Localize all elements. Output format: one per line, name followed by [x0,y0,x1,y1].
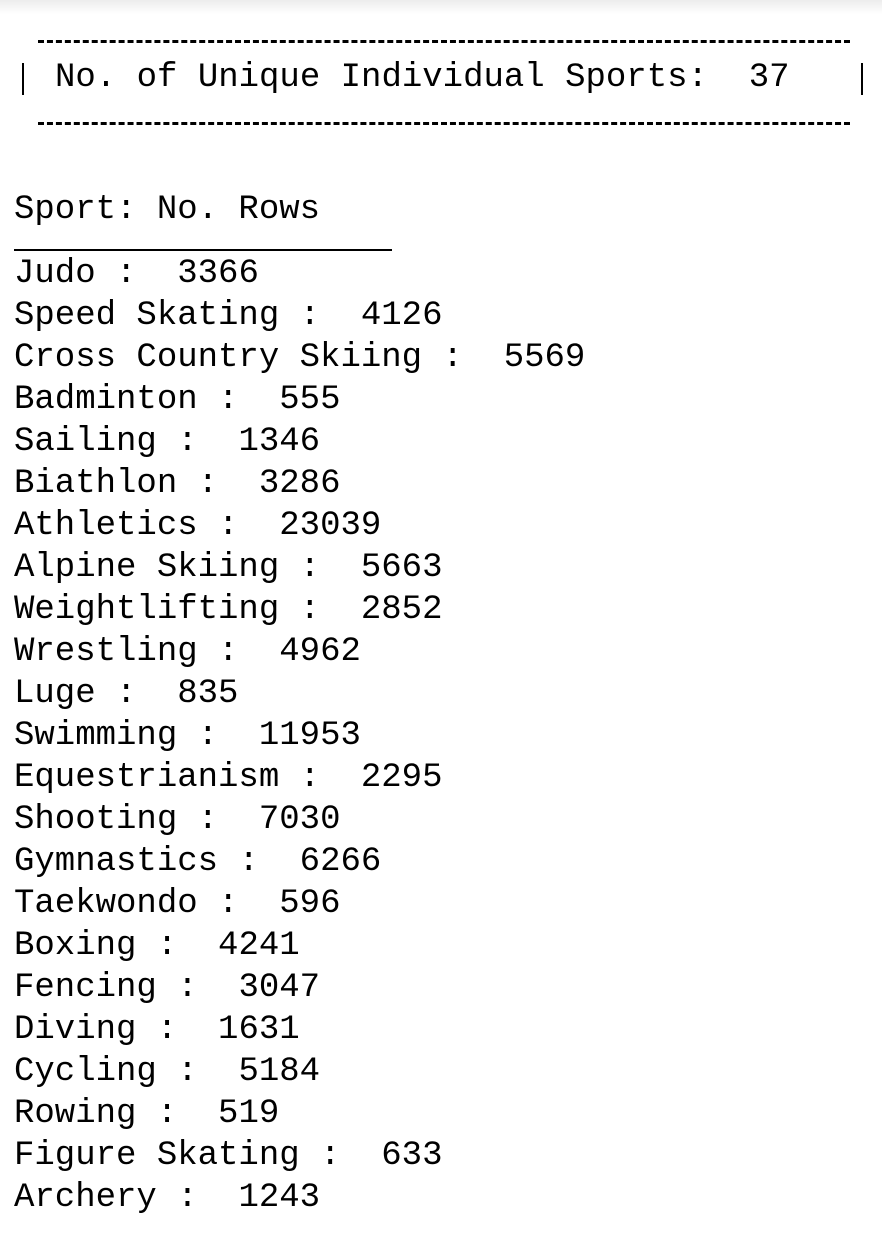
summary-box: No. of Unique Individual Sports: 37 [14,14,863,142]
sport-name: Shooting [14,801,178,839]
list-item: Gymnastics : 6266 [14,843,382,881]
summary-count: 37 [748,59,790,97]
sport-name: Sailing [14,423,157,461]
sport-name: Archery [14,1179,157,1217]
list-item: Cycling : 5184 [14,1053,321,1091]
sport-row-count: 555 [279,381,341,419]
sport-name: Speed Skating [14,297,280,335]
sport-row-count: 835 [177,675,239,713]
sport-row-count: 2295 [360,759,443,797]
sport-row-count: 3286 [258,465,341,503]
list-item: Wrestling : 4962 [14,633,361,671]
sport-name: Judo [14,255,96,293]
list-item: Shooting : 7030 [14,801,341,839]
sport-row-count: 1243 [238,1179,321,1217]
sport-name: Luge [14,675,96,713]
sport-row-count: 5184 [238,1053,321,1091]
sport-name: Rowing [14,1095,137,1133]
sport-name: Fencing [14,969,157,1007]
sport-row-count: 596 [279,885,341,923]
sport-row-count: 5569 [503,339,586,377]
list-item: Badminton : 555 [14,381,341,419]
sport-name: Athletics [14,507,198,545]
sport-row-count: 3366 [177,255,259,293]
summary-box-right-border [861,63,863,95]
list-item: Archery : 1243 [14,1179,321,1217]
list-item: Fencing : 3047 [14,969,321,1007]
sport-row-count: 6266 [299,843,382,881]
sport-row-count: 519 [218,1095,280,1133]
sport-row-count: 2852 [360,591,443,629]
sport-name: Figure Skating [14,1137,300,1175]
sport-name: Equestrianism [14,759,280,797]
sport-row-count: 3047 [238,969,321,1007]
list-item: Equestrianism : 2295 [14,759,443,797]
table-header: Sport: No. Rows [14,191,321,229]
sport-name: Boxing [14,927,137,965]
summary-box-bottom-border [38,122,850,125]
list-item: Biathlon : 3286 [14,465,341,503]
list-item: Weightlifting : 2852 [14,591,443,629]
cell-output: No. of Unique Individual Sports: 37 Spor… [14,14,874,1219]
sport-name: Swimming [14,717,178,755]
sport-list: Judo : 3366 Speed Skating : 4126 Cross Cou… [14,253,874,1219]
sport-row-count: 4126 [360,297,443,335]
summary-box-left-border [22,63,24,95]
list-item: Figure Skating : 633 [14,1137,443,1175]
sport-name: Alpine Skiing [14,549,280,587]
list-item: Boxing : 4241 [14,927,300,965]
list-item: Taekwondo : 596 [14,885,341,923]
list-item: Athletics : 23039 [14,507,382,545]
list-item: Rowing : 519 [14,1095,280,1133]
top-edge-shadow [0,0,882,14]
sport-row-count: 11953 [258,717,361,755]
summary-box-top-border [38,40,850,43]
sport-name: Cross Country Skiing [14,339,423,377]
list-item: Speed Skating : 4126 [14,297,443,335]
sport-name: Biathlon [14,465,178,503]
sport-row-count: 1346 [238,423,321,461]
header-underline [14,249,392,251]
list-item: Alpine Skiing : 5663 [14,549,443,587]
sport-row-count: 633 [381,1137,443,1175]
list-item: Cross Country Skiing : 5569 [14,339,586,377]
list-item: Sailing : 1346 [14,423,321,461]
sport-name: Wrestling [14,633,198,671]
list-item: Swimming : 11953 [14,717,361,755]
list-item: Luge : 835 [14,675,239,713]
list-item: Diving : 1631 [14,1011,300,1049]
sport-name: Diving [14,1011,137,1049]
sport-row-count: 7030 [258,801,341,839]
summary-text: No. of Unique Individual Sports: 37 [55,59,790,97]
sport-row-count: 5663 [360,549,443,587]
sport-row-count: 4962 [279,633,361,671]
summary-label: No. of Unique Individual Sports: [55,59,708,97]
sport-name: Badminton [14,381,198,419]
sport-name: Weightlifting [14,591,280,629]
list-item: Judo : 3366 [14,255,259,293]
sport-name: Taekwondo [14,885,198,923]
sport-row-count: 1631 [218,1011,300,1049]
sport-row-count: 4241 [218,927,300,965]
sport-name: Cycling [14,1053,157,1091]
sport-name: Gymnastics [14,843,219,881]
sport-row-count: 23039 [279,507,382,545]
